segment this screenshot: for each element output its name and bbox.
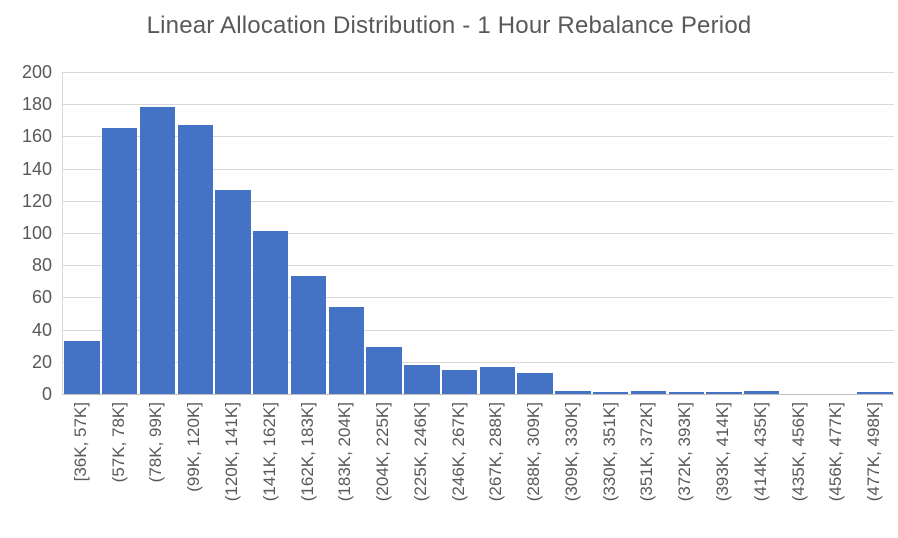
- x-tick-label: (456K, 477K]: [826, 402, 846, 502]
- y-tick-label: 200: [21, 62, 52, 82]
- x-tick-label: (162K, 183K]: [297, 402, 317, 502]
- y-tick-label: 40: [31, 319, 52, 340]
- bar: [64, 340, 100, 394]
- bar: [366, 347, 402, 394]
- x-tick-label: (183K, 204K]: [335, 402, 355, 502]
- x-tick-label: (204K, 225K]: [373, 402, 393, 502]
- x-tick-label: (477K, 498K]: [864, 402, 884, 502]
- x-tick-label: (393K, 414K]: [713, 402, 733, 502]
- y-tick-label: 0: [41, 384, 52, 404]
- x-tick-label: (225K, 246K]: [410, 402, 430, 502]
- x-tick-label: (120K, 141K]: [221, 402, 241, 502]
- bar: [630, 390, 667, 394]
- x-tick-label: (267K, 288K]: [486, 402, 506, 502]
- y-tick-label: 120: [21, 190, 52, 211]
- gridline: [63, 200, 894, 202]
- bar: [139, 107, 176, 394]
- bar: [668, 392, 704, 394]
- bar: [593, 392, 629, 394]
- bar: [215, 189, 251, 394]
- gridline: [63, 168, 894, 170]
- gridline: [63, 104, 894, 106]
- bar: [441, 369, 478, 394]
- bar: [328, 307, 364, 394]
- gridline: [63, 329, 894, 331]
- bar: [479, 366, 516, 394]
- gridline: [63, 233, 894, 234]
- y-tick-label: 80: [31, 255, 52, 276]
- plot-area: [62, 72, 894, 395]
- x-tick-label: (141K, 162K]: [259, 402, 279, 502]
- bar: [177, 125, 213, 394]
- x-tick-label: (246K, 267K]: [448, 402, 468, 502]
- gridline: [63, 297, 894, 299]
- bar: [404, 365, 440, 394]
- x-tick-label: (372K, 393K]: [675, 402, 695, 502]
- y-tick-label: 20: [31, 351, 52, 372]
- gridline: [63, 72, 894, 73]
- bar: [555, 390, 591, 394]
- x-tick-label: (99K, 120K]: [184, 402, 204, 492]
- gridline: [63, 136, 894, 138]
- y-tick-label: 180: [21, 94, 52, 115]
- bar: [517, 373, 553, 394]
- y-tick-label: 140: [21, 158, 52, 179]
- bar: [744, 390, 780, 394]
- gridline: [63, 361, 894, 363]
- x-tick-label: [36K, 57K]: [70, 402, 90, 482]
- bar: [706, 392, 742, 394]
- gridline: [63, 265, 894, 267]
- x-tick-label: (435K, 456K]: [788, 402, 808, 502]
- x-tick-label: (330K, 351K]: [599, 402, 619, 502]
- bar: [290, 276, 327, 394]
- bar: [253, 231, 289, 394]
- x-tick-label: (351K, 372K]: [637, 402, 657, 502]
- x-tick-label: (288K, 309K]: [524, 402, 544, 502]
- bar: [857, 392, 893, 394]
- x-tick-label: (309K, 330K]: [561, 402, 581, 502]
- chart-title: Linear Allocation Distribution - 1 Hour …: [146, 12, 752, 39]
- x-tick-label: (78K, 99K]: [146, 402, 166, 483]
- y-tick-label: 60: [31, 287, 52, 308]
- bar: [101, 128, 138, 394]
- x-tick-label: (57K, 78K]: [108, 402, 128, 483]
- x-tick-label: (414K, 435K]: [750, 402, 770, 502]
- y-tick-label: 160: [21, 126, 52, 147]
- y-tick-label: 100: [21, 223, 52, 243]
